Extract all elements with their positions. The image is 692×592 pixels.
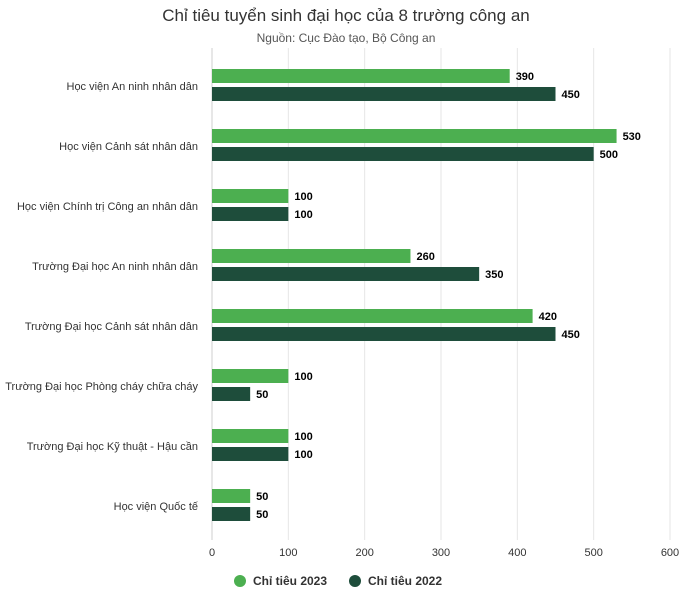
- data-label: 390: [516, 71, 534, 83]
- bar: [212, 369, 289, 383]
- bar: [212, 429, 289, 443]
- data-label: 530: [623, 131, 641, 143]
- bar: [212, 249, 411, 263]
- data-label: 100: [294, 371, 312, 383]
- bar: [212, 267, 480, 281]
- labels: 0 100 200 300 400 500 600 Học viện An ninh nhân…: [5, 71, 679, 559]
- category-label: Trường Đại học An ninh nhân dân: [32, 261, 198, 273]
- data-label: 100: [294, 449, 312, 461]
- bar: [212, 309, 533, 323]
- bar: [212, 387, 251, 401]
- data-label: 50: [256, 509, 268, 521]
- bar: [212, 327, 556, 341]
- bars: [212, 69, 617, 521]
- x-tick-label: 400: [508, 547, 526, 559]
- bar: [212, 129, 617, 143]
- category-label: Học viện An ninh nhân dân: [67, 81, 199, 93]
- legend-swatch: [234, 575, 246, 587]
- data-label: 260: [416, 251, 434, 263]
- legend-label: Chỉ tiêu 2022: [368, 574, 442, 588]
- x-tick-label: 100: [279, 547, 297, 559]
- data-label: 50: [256, 389, 268, 401]
- data-label: 420: [539, 311, 557, 323]
- gridlines: [211, 48, 671, 540]
- category-label: Trường Đại học Phòng cháy chữa cháy: [5, 381, 198, 393]
- bar: [212, 447, 289, 461]
- legend-label: Chỉ tiêu 2023: [253, 574, 327, 588]
- x-tick-label: 500: [584, 547, 602, 559]
- bar: [212, 207, 289, 221]
- x-tick-label: 300: [432, 547, 450, 559]
- bar: [212, 147, 594, 161]
- data-label: 450: [562, 89, 580, 101]
- bar: [212, 87, 556, 101]
- chart-subtitle: Nguồn: Cục Đào tạo, Bộ Công an: [256, 31, 436, 45]
- data-label: 100: [294, 209, 312, 221]
- bar: [212, 507, 251, 521]
- category-label: Trường Đại học Cảnh sát nhân dân: [25, 321, 198, 333]
- chart-title: Chỉ tiêu tuyển sinh đại học của 8 trường…: [162, 6, 530, 25]
- category-label: Học viện Quốc tế: [114, 501, 198, 513]
- data-label: 100: [294, 431, 312, 443]
- bar: [212, 189, 289, 203]
- bar: [212, 69, 510, 83]
- category-label: Học viện Chính trị Công an nhân dân: [17, 201, 198, 213]
- x-tick-label: 0: [209, 547, 215, 559]
- x-tick-label: 600: [661, 547, 679, 559]
- category-label: Trường Đại học Kỹ thuật - Hậu cần: [27, 441, 198, 453]
- bar: [212, 489, 251, 503]
- data-label: 450: [562, 329, 580, 341]
- data-label: 50: [256, 491, 268, 503]
- data-label: 350: [485, 269, 503, 281]
- legend: Chỉ tiêu 2023 Chỉ tiêu 2022: [234, 574, 442, 588]
- category-label: Học viện Cảnh sát nhân dân: [59, 141, 198, 153]
- x-tick-label: 200: [355, 547, 373, 559]
- data-label: 500: [600, 149, 618, 161]
- data-label: 100: [294, 191, 312, 203]
- legend-swatch: [349, 575, 361, 587]
